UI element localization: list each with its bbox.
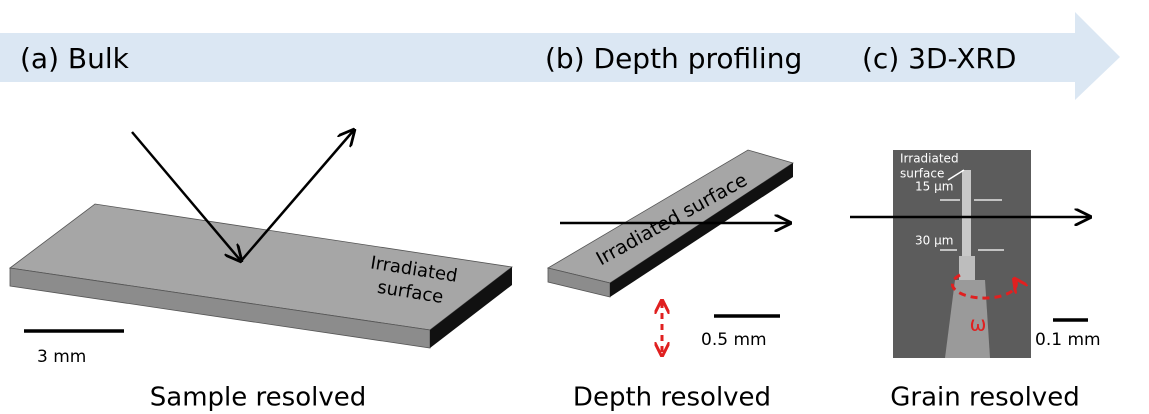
surface-label: surface <box>900 167 944 181</box>
omega: ω <box>970 312 987 336</box>
scale-label: 3 mm <box>37 347 86 367</box>
scale-label: 0.1 mm <box>1035 330 1101 350</box>
caption: Depth resolved <box>573 383 771 413</box>
banner-label: (a) Bulk <box>20 42 130 75</box>
caption: Grain resolved <box>890 383 1079 413</box>
needle-mid <box>959 256 975 280</box>
banner-label: (b) Depth profiling <box>545 42 802 75</box>
width-label: 15 μm <box>915 180 953 194</box>
needle-tip <box>962 170 971 260</box>
diagram: (a) Bulk (b) Depth profiling (c) 3D-XRD … <box>0 0 1149 414</box>
caption: Sample resolved <box>150 383 366 413</box>
scale-label: 0.5 mm <box>701 330 767 350</box>
surface-label: Irradiated <box>900 152 959 166</box>
width-label: 30 μm <box>915 234 953 248</box>
banner-label: (c) 3D-XRD <box>862 42 1016 75</box>
